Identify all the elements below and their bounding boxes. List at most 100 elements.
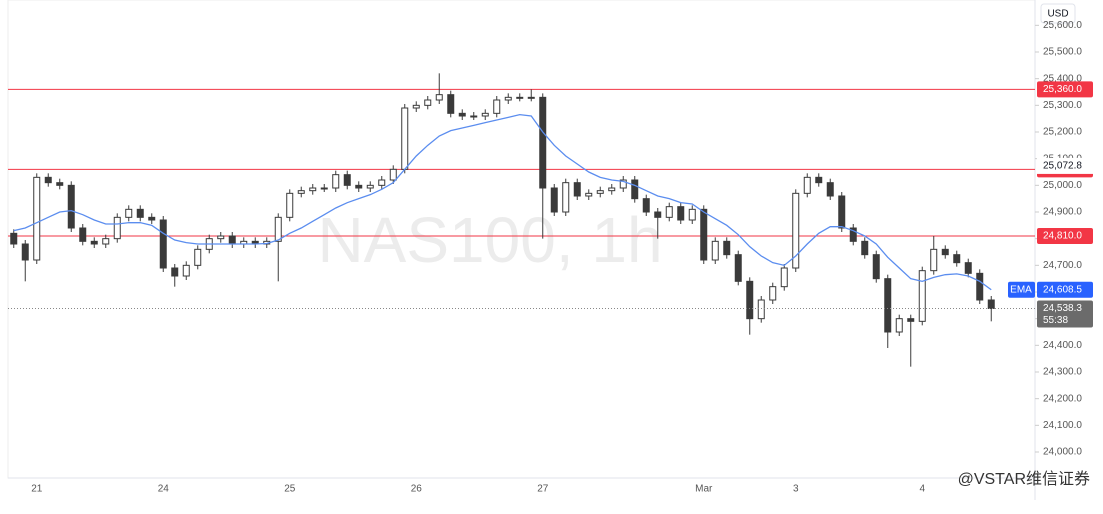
- candle-body: [815, 176, 823, 184]
- candle-body: [389, 168, 397, 181]
- y-tick-label: 25,200.0: [1043, 127, 1082, 138]
- high-marker-box: [1037, 157, 1093, 174]
- candle-body: [274, 216, 282, 242]
- candle-body: [79, 227, 87, 242]
- candle-body: [918, 270, 926, 322]
- candle-body: [964, 262, 972, 274]
- candle-body: [159, 219, 167, 269]
- candle-body: [320, 187, 328, 190]
- x-tick-label: 21: [31, 484, 43, 495]
- candle-body: [585, 192, 593, 197]
- candle-body: [987, 299, 995, 309]
- candle-body: [780, 267, 788, 288]
- candle-body: [746, 280, 754, 320]
- y-tick-label: 24,400.0: [1043, 340, 1082, 351]
- last-price-box: [1037, 300, 1093, 328]
- candle-body: [309, 187, 317, 192]
- candle-body: [596, 190, 604, 194]
- candle-body: [677, 206, 685, 221]
- candle-body: [872, 254, 880, 280]
- candle-body: [849, 227, 857, 242]
- candle-body: [930, 248, 938, 272]
- candle-body: [67, 184, 75, 229]
- candle-body: [481, 112, 489, 117]
- candle-body: [424, 99, 432, 106]
- candle-body: [378, 179, 386, 186]
- y-tick-label: 25,000.0: [1043, 180, 1082, 191]
- currency-box[interactable]: [1040, 3, 1076, 24]
- level-label-box: [1037, 81, 1093, 98]
- candle-body: [493, 99, 501, 114]
- countdown: 55:38: [1043, 315, 1068, 326]
- candle-body: [56, 182, 64, 186]
- candle-body: [125, 208, 133, 218]
- candle-body: [550, 187, 558, 213]
- candle-body: [723, 240, 731, 256]
- candle-body: [976, 272, 984, 301]
- ema-line: [13, 114, 992, 291]
- candle-body: [861, 240, 869, 256]
- candle-body: [895, 318, 903, 333]
- candle-body: [447, 94, 455, 114]
- currency[interactable]: USD: [1047, 9, 1068, 20]
- candle-body: [711, 240, 719, 261]
- ema-value-box: [1037, 281, 1093, 298]
- x-tick-label: Mar: [695, 484, 713, 495]
- candle-body: [228, 235, 236, 245]
- y-tick-label: 25,600.0: [1043, 20, 1082, 31]
- candle-body: [757, 299, 765, 320]
- x-tick-label: 25: [284, 484, 296, 495]
- candle-body: [734, 254, 742, 282]
- y-tick-label: 25,400.0: [1043, 73, 1082, 84]
- candle-body: [10, 232, 18, 245]
- x-tick-label: 27: [537, 484, 549, 495]
- candle-body: [884, 278, 892, 333]
- ema-value: 24,608.5: [1043, 284, 1082, 295]
- candle-body: [539, 96, 547, 189]
- candle-body: [562, 182, 570, 213]
- candle-body: [573, 182, 581, 197]
- candle-body: [355, 184, 363, 189]
- candle-body: [700, 208, 708, 261]
- x-tick-label: 4: [919, 484, 925, 495]
- y-tick-label: 24,100.0: [1043, 420, 1082, 431]
- candle-body: [90, 240, 98, 245]
- candle-body: [504, 96, 512, 101]
- y-tick-label: 24,000.0: [1043, 447, 1082, 458]
- candle-body: [435, 94, 443, 101]
- candle-body: [688, 208, 696, 221]
- candle-body: [113, 216, 121, 240]
- y-tick-label: 24,900.0: [1043, 207, 1082, 218]
- candle-body: [619, 179, 627, 189]
- candle-body: [217, 235, 225, 240]
- candle-body: [941, 248, 949, 256]
- candle-body: [366, 184, 374, 189]
- x-tick-label: 24: [158, 484, 170, 495]
- candle-body: [642, 198, 650, 213]
- candle-body: [516, 96, 524, 99]
- candle-body: [608, 187, 616, 192]
- last-price: 24,538.3: [1043, 303, 1082, 314]
- candle-body: [194, 248, 202, 266]
- candle-body: [803, 176, 811, 194]
- candle-body: [102, 238, 110, 245]
- level-label: 25,360.0: [1043, 84, 1082, 95]
- candle-body: [286, 192, 294, 218]
- x-tick-label: 3: [793, 484, 799, 495]
- credit: @VSTAR维信证券: [958, 470, 1090, 488]
- candle-body: [826, 182, 834, 197]
- candle-body: [838, 195, 846, 229]
- candle-body: [148, 216, 156, 221]
- candle-body: [297, 190, 305, 194]
- level-label-box: [1037, 228, 1093, 244]
- candle-body: [769, 286, 777, 301]
- high-marker: 25,072.8: [1043, 161, 1082, 172]
- candle-body: [182, 264, 190, 277]
- candle-body: [401, 107, 409, 170]
- candle-body: [458, 112, 466, 117]
- candle-body: [470, 115, 478, 118]
- candle-body: [343, 174, 351, 186]
- candle-body: [907, 318, 915, 322]
